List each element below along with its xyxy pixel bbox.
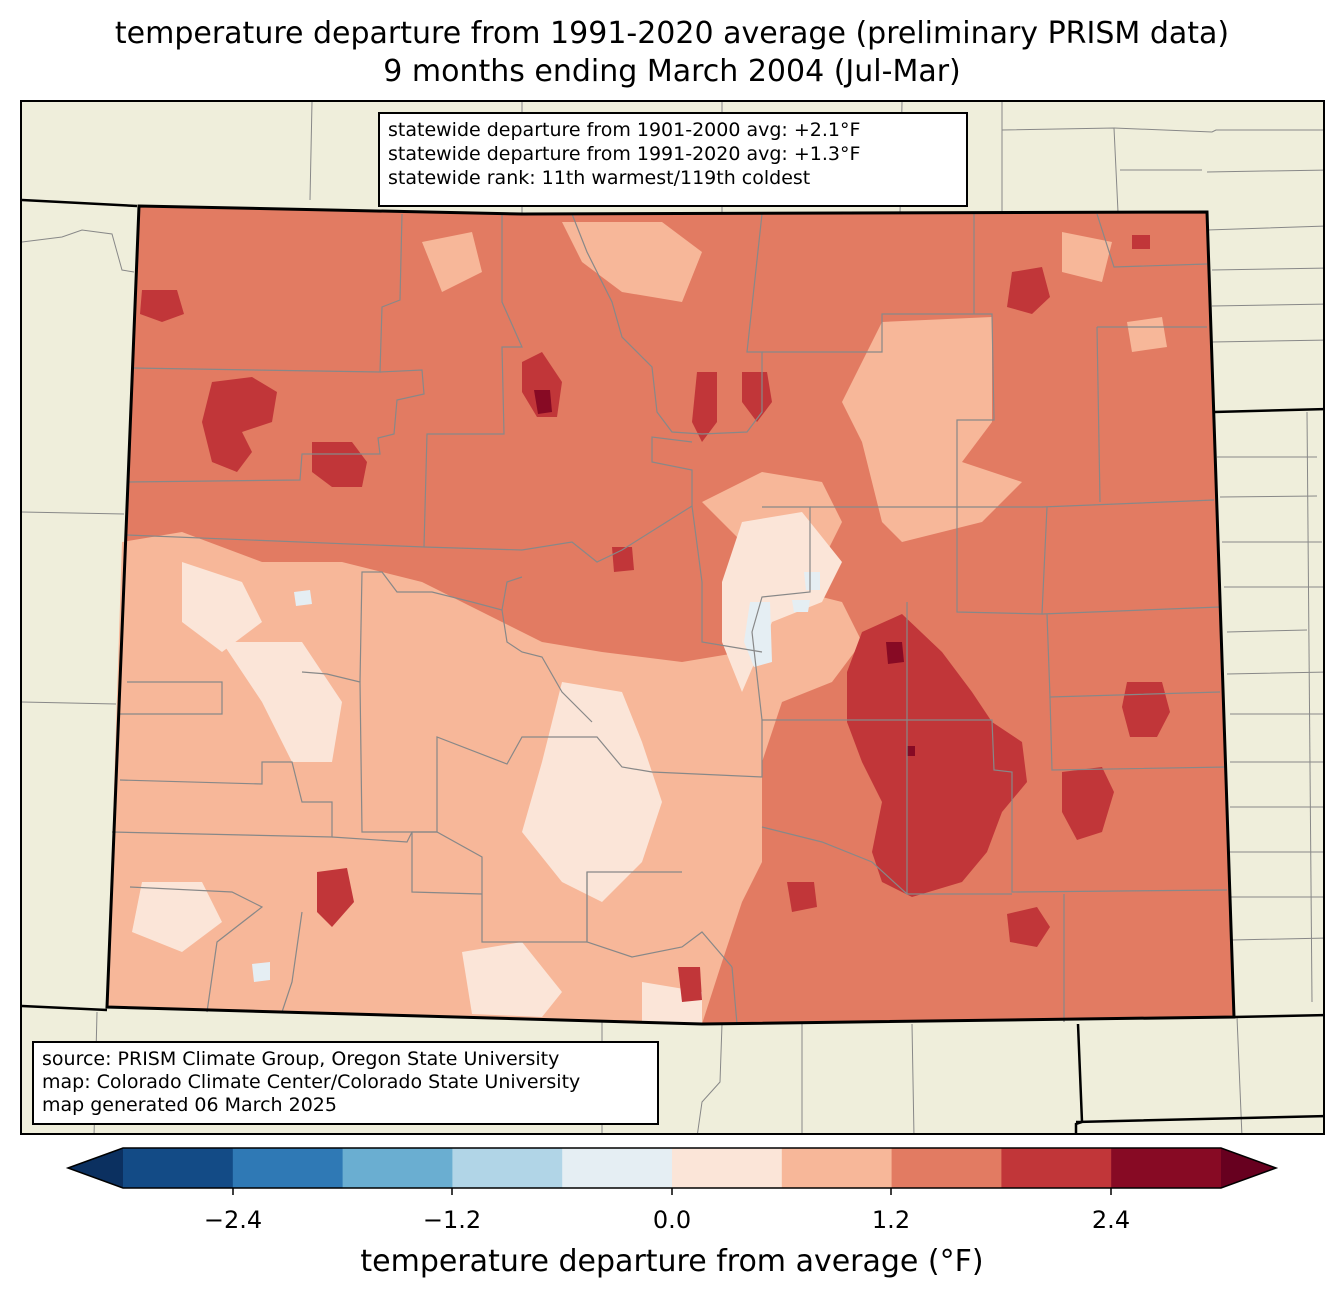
colorbar-outline <box>65 1147 1279 1189</box>
source-line: source: PRISM Climate Group, Oregon Stat… <box>42 1048 560 1070</box>
colorbar-tick-label: −1.2 <box>422 1206 482 1234</box>
colorbar-extend-high <box>1221 1148 1276 1188</box>
map-title: temperature departure from 1991-2020 ave… <box>114 16 1230 51</box>
colorbar-label: temperature departure from average (°F) <box>360 1244 984 1279</box>
colorado-county-lines <box>111 213 1228 1025</box>
stats-departure-1901-2000: statewide departure from 1901-2000 avg: … <box>388 119 861 141</box>
map-subtitle: 9 months ending March 2004 (Jul-Mar) <box>383 54 961 89</box>
map-credit-line: map: Colorado Climate Center/Colorado St… <box>42 1071 581 1093</box>
stats-departure-1991-2020: statewide departure from 1991-2020 avg: … <box>388 143 861 165</box>
colorbar-bin <box>232 1148 344 1188</box>
map-generated-line: map generated 06 March 2025 <box>42 1094 337 1116</box>
colorbar-bin <box>781 1148 893 1188</box>
colorbar-bin <box>123 1148 234 1188</box>
colorbar-tick-label: 0.0 <box>652 1206 692 1234</box>
colorbar-extend-low <box>68 1148 123 1188</box>
colorbar <box>65 1147 1279 1195</box>
colorbar-tick-label: −2.4 <box>203 1206 263 1234</box>
colorbar-bin <box>452 1148 563 1188</box>
colorbar-bin <box>1001 1148 1112 1188</box>
colorbar-tick-label: 1.2 <box>871 1206 911 1234</box>
statewide-stats-box: statewide departure from 1901-2000 avg: … <box>378 112 968 207</box>
colorado-map <box>22 102 1323 1133</box>
hot-region <box>140 235 1170 1002</box>
state-borders <box>22 198 1323 1133</box>
extreme-hot-spots <box>534 390 915 756</box>
colorado-border <box>105 204 1236 1026</box>
colorbar-bin <box>1111 1148 1222 1188</box>
stats-rank: statewide rank: 11th warmest/119th colde… <box>388 167 811 189</box>
map-panel <box>20 100 1325 1135</box>
colorbar-bin <box>562 1148 673 1188</box>
colorbar-tick-label: 2.4 <box>1091 1206 1131 1234</box>
colorbar-bin <box>672 1148 783 1188</box>
source-credit-box: source: PRISM Climate Group, Oregon Stat… <box>32 1041 659 1125</box>
colorbar-bin <box>891 1148 1002 1188</box>
colorbar-bin <box>342 1148 453 1188</box>
